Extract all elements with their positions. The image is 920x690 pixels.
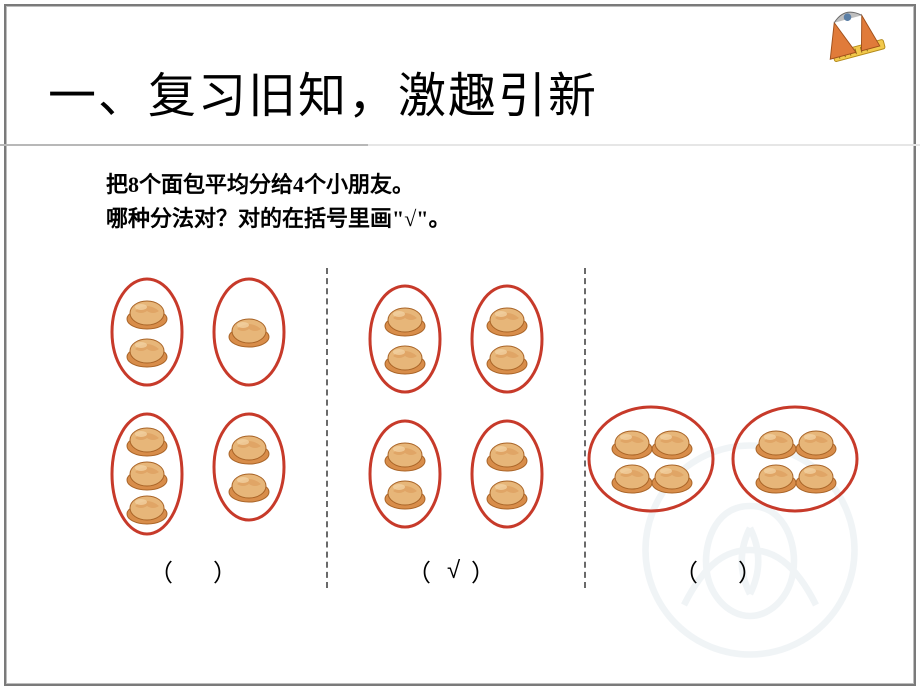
bread-group [730, 404, 860, 519]
tools-icon [820, 8, 896, 68]
bread-group [109, 411, 185, 542]
options-row: （ ） [70, 268, 860, 588]
instruction-line-1: 把8个面包平均分给4个小朋友。 [106, 168, 451, 202]
option-a: （ ） [70, 268, 326, 588]
instructions: 把8个面包平均分给4个小朋友。 哪种分法对？对的在括号里画"√"。 [106, 168, 451, 236]
option-c: （ ） [586, 268, 860, 588]
bread-group [211, 411, 287, 542]
bread-group [211, 276, 287, 393]
instruction-line-2: 哪种分法对？对的在括号里画"√"。 [106, 202, 451, 236]
bread-group [367, 283, 443, 400]
horizontal-rule [0, 144, 920, 146]
bread-group [367, 418, 443, 535]
bread-group [109, 276, 185, 393]
bread-group [469, 418, 545, 535]
bread-group [469, 283, 545, 400]
answer-parens-a: （ ） [149, 553, 247, 588]
bread-group [586, 404, 716, 519]
option-b: （ √ ） [328, 268, 584, 588]
page-title: 一、复习旧知，激趣引新 [48, 56, 598, 126]
answer-parens-c: （ ） [674, 553, 772, 588]
answer-parens-b: （ √ ） [407, 553, 505, 588]
